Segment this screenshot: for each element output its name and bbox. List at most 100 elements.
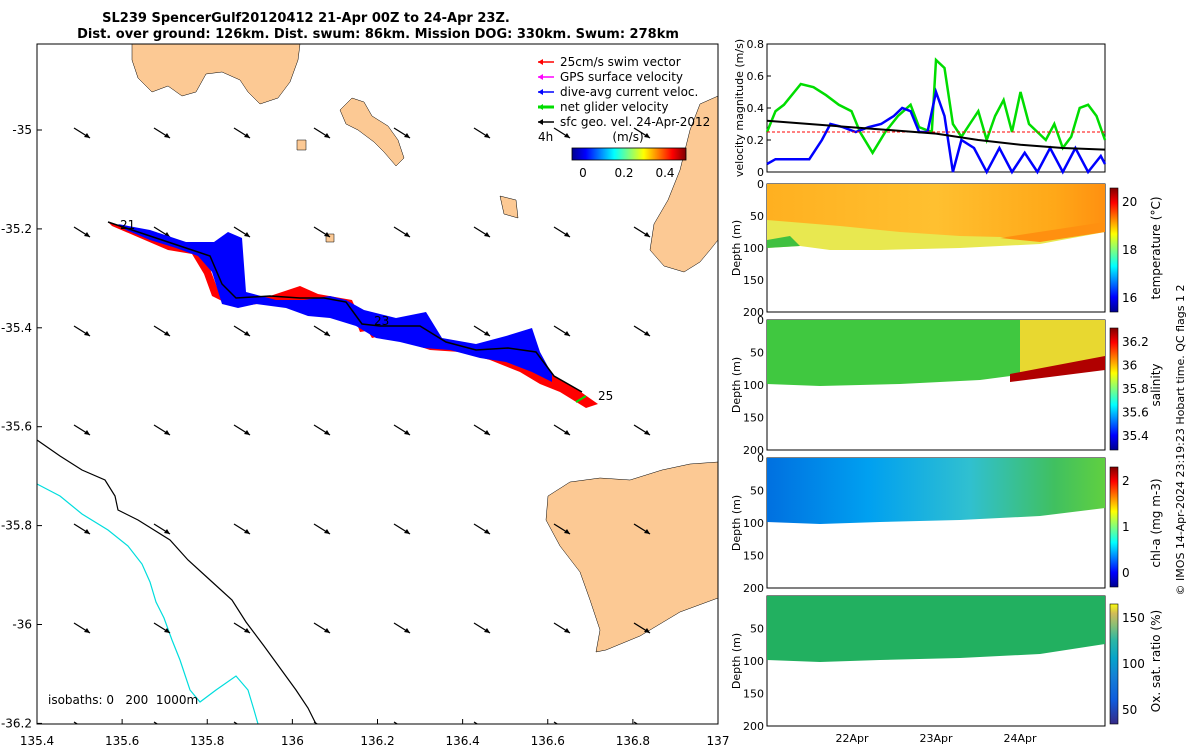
depth-tick-label: 200 — [743, 582, 764, 595]
legend-label: net glider velocity — [560, 100, 668, 114]
velocity-ytick-label: 0 — [757, 166, 764, 179]
depth-tick-label: 50 — [750, 485, 764, 498]
geo-vector-head — [84, 232, 90, 237]
time-tick-label: 23Apr — [919, 732, 953, 745]
day-label-23: 23 — [374, 314, 389, 328]
velocity-y-ticks: 0 0.2 0.4 0.6 0.8 — [747, 38, 771, 179]
land-island-small-a — [296, 139, 307, 151]
geo-vector-head — [484, 133, 490, 138]
geo-vector-head — [484, 232, 490, 237]
map-xtick-label: 137 — [707, 734, 730, 748]
legend-arrowhead — [538, 59, 543, 65]
colorbar-tick-label: 36.2 — [1122, 335, 1149, 349]
geo-vector-head — [564, 727, 570, 732]
legend-arrowhead — [538, 104, 543, 110]
map-ytick-label: -36.2 — [1, 716, 32, 730]
colorbar-tick-label: 18 — [1122, 243, 1137, 257]
section-chla — [766, 457, 1119, 589]
colorbar-tick-label: 35.4 — [1122, 429, 1149, 443]
series-net-glider-velocity — [765, 57, 1107, 156]
temperature-cold-patch — [767, 236, 800, 248]
colorbar-tick-label: 20 — [1122, 195, 1137, 209]
day-label-25: 25 — [598, 389, 613, 403]
legend-label: 25cm/s swim vector — [560, 55, 681, 69]
geo-vector-head — [324, 529, 330, 534]
depth-tick-label: 100 — [743, 517, 764, 530]
oxygen-colorbar — [1109, 603, 1119, 725]
geo-vector-head — [164, 331, 170, 336]
geo-vector-head — [564, 529, 570, 534]
velocity-ytick-label: 0.6 — [747, 70, 765, 83]
temperature-colorbar — [1109, 187, 1119, 313]
geo-vector-head — [84, 727, 90, 732]
colorbar-label-oxygen: Ox. sat. ratio (%) — [1149, 610, 1163, 712]
geo-vector-head — [84, 628, 90, 633]
depth-tick-label: 200 — [743, 720, 764, 733]
geo-vector-head — [404, 727, 410, 732]
geo-vector-head — [564, 232, 570, 237]
colorbar-tick-label: 2 — [1122, 474, 1130, 488]
geo-vector-head — [564, 628, 570, 633]
section-salinity — [766, 319, 1119, 451]
colorbar-label-salinity: salinity — [1149, 363, 1163, 406]
geo-vector-head — [644, 727, 650, 732]
depth-tick-label: 150 — [743, 274, 764, 287]
geo-vector-head — [324, 331, 330, 336]
geo-vector-head — [404, 133, 410, 138]
depth-tick-label: 0 — [757, 178, 764, 191]
map-xtick-label: 135.8 — [190, 734, 224, 748]
geo-vector-head — [484, 727, 490, 732]
section-oxygen — [766, 595, 1119, 727]
land-wedge-island — [339, 97, 405, 167]
track-black-line — [107, 221, 583, 393]
depth-tick-label: 50 — [750, 347, 764, 360]
series-sfc-geo-vel- — [766, 119, 1106, 151]
geo-vector-head — [84, 529, 90, 534]
map-ytick-label: -35.6 — [1, 420, 32, 434]
depth-tick-label: 150 — [743, 550, 764, 563]
figure-title-line1: SL239 SpencerGulf20120412 21-Apr 00Z to … — [102, 11, 510, 26]
colorbar-tick-label: 0 — [1122, 566, 1130, 580]
geo-vector-head — [564, 133, 570, 138]
land-fleurieu — [649, 95, 718, 273]
depth-tick-label: 100 — [743, 242, 764, 255]
map-ytick-label: -35.8 — [1, 519, 32, 533]
geo-vector-head — [324, 133, 330, 138]
track-blue-swath — [118, 224, 552, 382]
geo-vector-head — [164, 133, 170, 138]
map-axis-ticks: 135.4 135.6 135.8 136 136.2 136.4 136.6 136.8 13… — [1, 123, 730, 748]
depth-tick-label: 0 — [757, 452, 764, 465]
geo-vector-head — [404, 529, 410, 534]
geo-vector-head — [324, 430, 330, 435]
colorbar-tick-label: 100 — [1122, 657, 1145, 671]
colorbar-label-temperature: temperature (°C) — [1149, 197, 1163, 300]
depth-tick-label: 100 — [743, 379, 764, 392]
depth-label: Depth (m) — [730, 495, 743, 551]
legend-arrowhead — [538, 119, 543, 125]
map-xtick-label: 135.6 — [105, 734, 139, 748]
depth-tick-label: 100 — [743, 655, 764, 668]
temperature-bottom-warm — [1000, 222, 1105, 242]
map-ytick-label: -35 — [12, 123, 32, 137]
colorbar-tick-label: 35.6 — [1122, 406, 1149, 420]
velocity-ytick-label: 0.4 — [747, 102, 765, 115]
legend-label: GPS surface velocity — [560, 70, 683, 84]
isobath-0m — [37, 439, 317, 724]
geo-vector-head — [164, 727, 170, 732]
day-label-21: 21 — [120, 218, 135, 232]
geo-vector-head — [644, 232, 650, 237]
depth-tick-label: 200 — [743, 444, 764, 457]
colorbar-tick-label: 1 — [1122, 520, 1130, 534]
land-yorke-peninsula — [131, 44, 301, 105]
speed-colorbar — [571, 147, 687, 161]
geo-vector-head — [484, 628, 490, 633]
geo-vector-head — [244, 430, 250, 435]
geo-vector-head — [404, 430, 410, 435]
colorbar-tick-label: 35.8 — [1122, 382, 1149, 396]
geo-vector-head — [404, 628, 410, 633]
land-island-small-b — [499, 195, 519, 219]
time-scale-label: 4h — [538, 130, 553, 144]
glider-track — [107, 221, 598, 408]
